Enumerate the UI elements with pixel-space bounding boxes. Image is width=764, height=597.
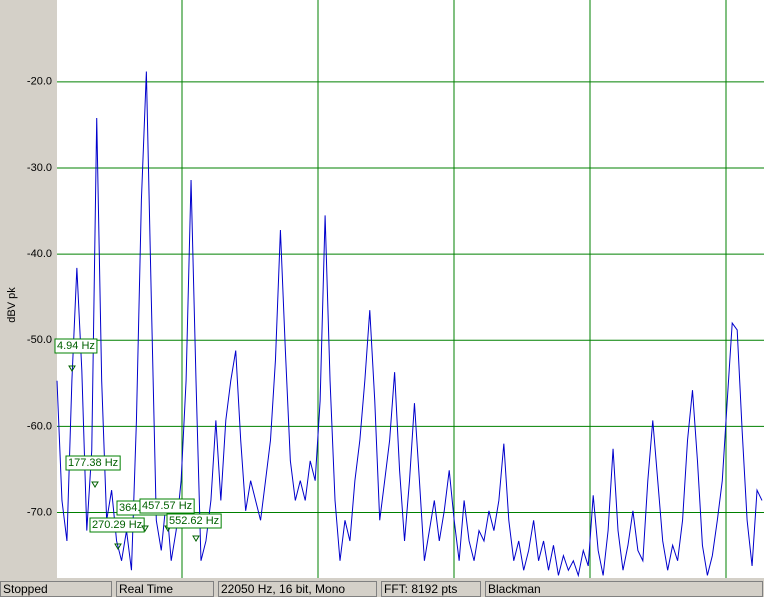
marker-label: 457.57 Hz <box>142 500 192 512</box>
marker-triangle <box>192 535 200 542</box>
peak-marker: 4.94 Hz <box>54 338 98 372</box>
y-axis-label: dBV pk <box>6 287 18 323</box>
marker-triangle <box>141 525 149 532</box>
marker-label: 552.62 Hz <box>169 515 219 527</box>
marker-label: 4.94 Hz <box>57 340 95 352</box>
plot-area <box>57 0 764 578</box>
status-text: 22050 Hz, 16 bit, Mono <box>221 582 345 596</box>
marker-box <box>139 498 195 514</box>
peak-marker: 552.62 Hz <box>166 513 222 542</box>
marker-box <box>54 338 98 354</box>
y-tick-label: -30.0 <box>27 162 52 174</box>
status-items: Stopped Real Time 22050 Hz, 16 bit, Mono FF… <box>0 581 763 597</box>
marker-label: 270.29 Hz <box>92 519 142 531</box>
peak-marker: 177.38 Hz <box>65 455 121 488</box>
peak-marker: 270.29 Hz <box>89 517 145 550</box>
y-tick-label: -60.0 <box>27 420 52 432</box>
plot-bottom-border <box>0 578 764 580</box>
y-tick-label: -20.0 <box>27 76 52 88</box>
y-tick-label: -70.0 <box>27 506 52 518</box>
status-text: FFT: 8192 pts <box>384 582 457 596</box>
marker-triangle <box>114 543 122 550</box>
spectrum-line <box>56 71 763 578</box>
marker-triangle <box>91 481 99 488</box>
status-text: Stopped <box>3 582 48 596</box>
status-text: Blackman <box>488 582 541 596</box>
axis-panel <box>0 0 57 580</box>
marker-box <box>89 517 145 533</box>
marker-triangle <box>68 365 76 372</box>
y-tick-label: -10.0 <box>27 0 52 2</box>
y-tick-label: -40.0 <box>27 248 52 260</box>
marker-box <box>65 455 121 471</box>
status-text: Real Time <box>119 582 173 596</box>
vertical-grid <box>181 0 727 578</box>
marker-label: 177.38 Hz <box>68 457 118 469</box>
y-tick-label: -50.0 <box>27 334 52 346</box>
peak-marker: 457.57 Hz <box>139 498 195 532</box>
marker-box <box>166 513 222 529</box>
